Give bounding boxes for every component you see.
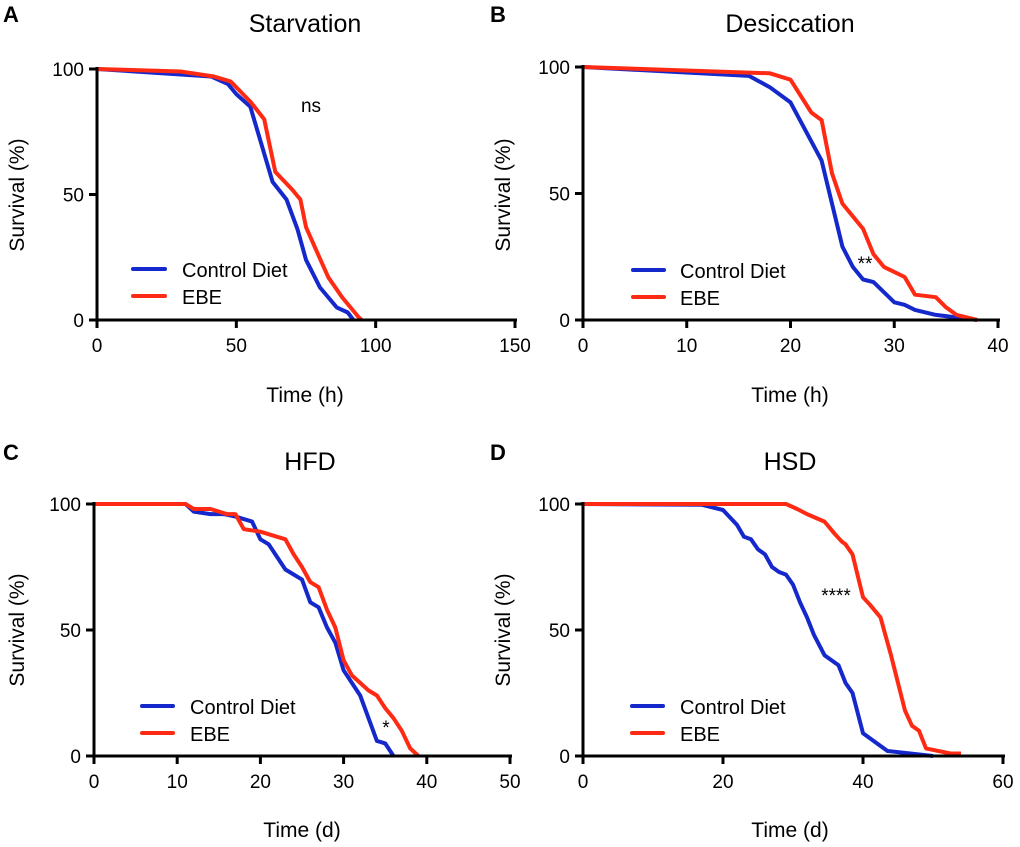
panel-label-a: A — [3, 2, 19, 27]
y-tick-label: 50 — [63, 186, 84, 207]
panel-label-c: C — [3, 440, 19, 465]
xlabel-d: Time (d) — [751, 819, 828, 842]
title-a: Starvation — [249, 10, 362, 38]
y-tick-label: 100 — [49, 495, 81, 516]
legend-a: Control Diet EBE — [131, 260, 288, 309]
legend-d: Control Diet EBE — [630, 697, 786, 746]
series-line-ebe — [94, 502, 420, 758]
x-tick-label: 150 — [499, 336, 531, 357]
x-tick-label: 30 — [333, 772, 354, 793]
ylabel-a: Survival (%) — [6, 138, 29, 251]
panel-label-b: B — [490, 2, 506, 27]
x-tick-label: 0 — [578, 772, 589, 793]
significance-c: * — [382, 718, 390, 739]
x-tick-label: 50 — [226, 336, 247, 357]
y-tick-label: 100 — [538, 58, 570, 79]
xlabel-a: Time (h) — [266, 384, 343, 407]
series-line-control — [96, 67, 356, 322]
y-tick-label: 50 — [549, 621, 570, 642]
x-tick-label: 40 — [987, 336, 1008, 357]
plot-c: 0 10 20 30 40 50 0 50 100 — [49, 495, 520, 793]
legend-label-ebe: EBE — [680, 288, 720, 310]
legend-c: Control Diet EBE — [140, 697, 296, 746]
title-b: Desiccation — [725, 10, 854, 38]
ylabel-b: Survival (%) — [492, 138, 515, 251]
series-line-control — [582, 502, 934, 758]
ylabel-c: Survival (%) — [6, 573, 29, 686]
x-tick-label: 0 — [578, 336, 589, 357]
x-tick-label: 50 — [499, 772, 520, 793]
x-tick-label: 10 — [676, 336, 697, 357]
x-tick-label: 0 — [89, 772, 100, 793]
y-tick-label: 0 — [559, 747, 570, 768]
y-tick-label: 50 — [60, 621, 81, 642]
series-line-control — [94, 502, 396, 758]
legend-label-ebe: EBE — [190, 724, 230, 746]
legend-label-control: Control Diet — [680, 697, 786, 719]
plot-d: 0 20 40 60 0 50 100 — [538, 495, 1013, 793]
x-tick-label: 20 — [250, 772, 271, 793]
legend-label-ebe: EBE — [182, 287, 222, 309]
legend-label-control: Control Diet — [190, 697, 296, 719]
plot-a: 0 50 100 150 0 50 100 — [52, 60, 531, 357]
x-tick-label: 10 — [167, 772, 188, 793]
x-tick-label: 100 — [360, 336, 392, 357]
y-tick-label: 50 — [549, 185, 570, 206]
legend-label-control: Control Diet — [182, 260, 288, 282]
plot-b: 0 10 20 30 40 0 50 100 — [538, 58, 1008, 357]
y-tick-label: 100 — [538, 495, 570, 516]
ylabel-d: Survival (%) — [492, 573, 515, 686]
xlabel-c: Time (d) — [263, 819, 340, 842]
x-tick-label: 20 — [712, 772, 733, 793]
title-d: HSD — [764, 448, 817, 476]
x-tick-label: 0 — [92, 336, 103, 357]
y-tick-label: 0 — [73, 311, 84, 332]
x-tick-label: 60 — [992, 772, 1013, 793]
x-tick-label: 30 — [884, 336, 905, 357]
y-tick-label: 0 — [70, 747, 81, 768]
title-c: HFD — [284, 448, 335, 476]
series-line-ebe — [582, 65, 978, 322]
y-tick-label: 0 — [559, 311, 570, 332]
panel-label-d: D — [490, 440, 506, 465]
legend-label-control: Control Diet — [680, 261, 786, 283]
significance-d: **** — [821, 586, 851, 607]
x-tick-label: 40 — [852, 772, 873, 793]
series-line-ebe — [96, 67, 364, 322]
series-line-ebe — [583, 502, 961, 756]
y-tick-label: 100 — [52, 60, 84, 81]
significance-a: ns — [301, 96, 321, 117]
series-line-control — [582, 65, 978, 322]
legend-label-ebe: EBE — [680, 724, 720, 746]
x-tick-label: 40 — [416, 772, 437, 793]
legend-b: Control Diet EBE — [631, 261, 786, 310]
significance-b: ** — [858, 254, 873, 275]
x-tick-label: 20 — [780, 336, 801, 357]
xlabel-b: Time (h) — [751, 384, 828, 407]
